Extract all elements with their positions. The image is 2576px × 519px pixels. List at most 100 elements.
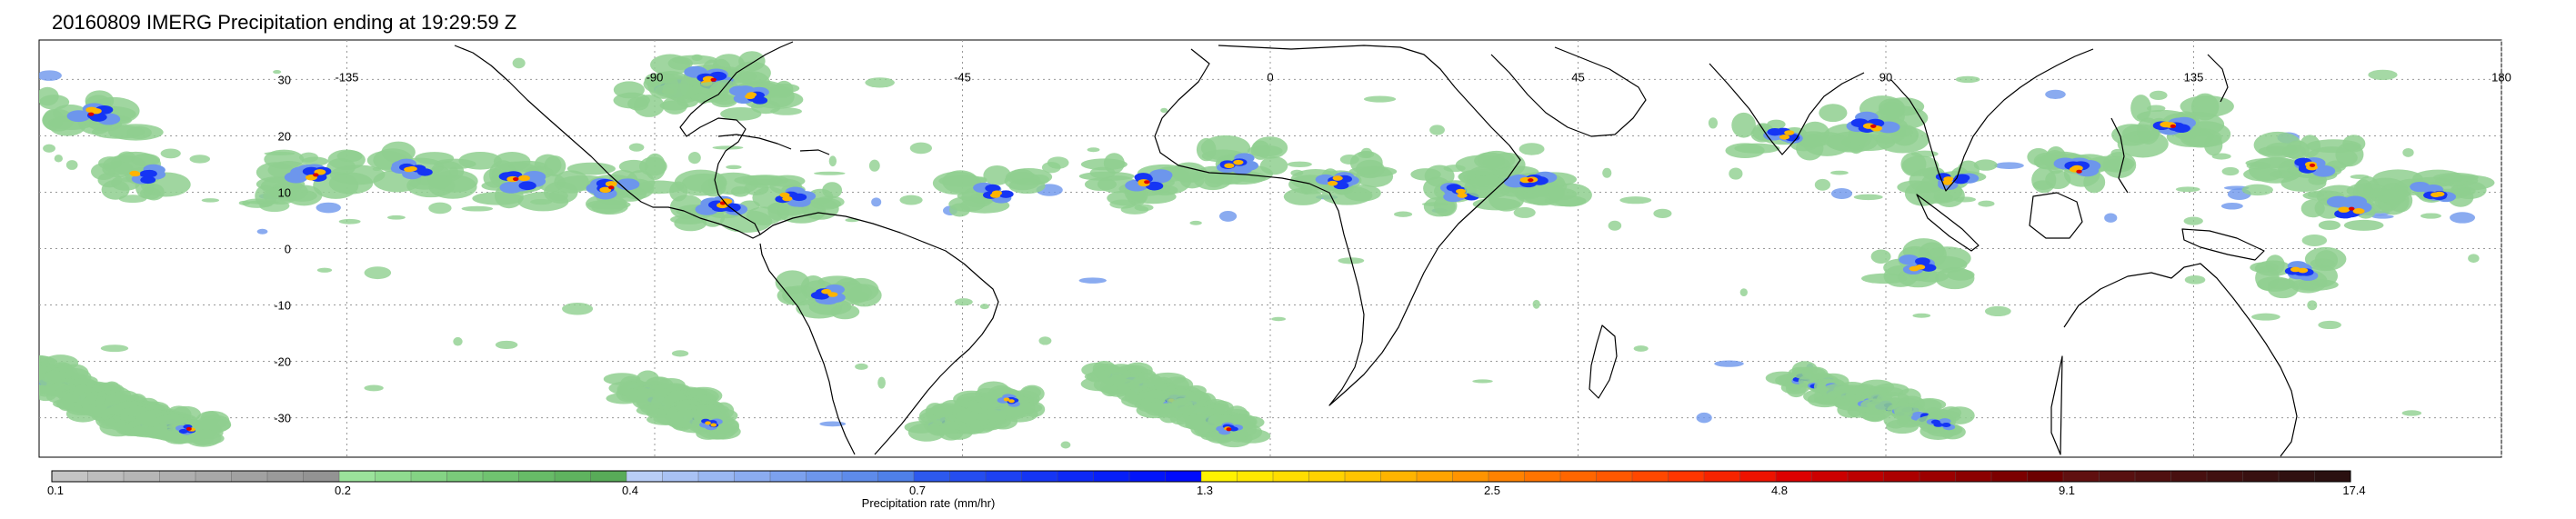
colorbar-swatch	[1308, 470, 1346, 483]
precip-speck	[1830, 188, 1853, 200]
precip-cell	[2250, 246, 2347, 299]
colorbar-swatch	[1631, 470, 1669, 483]
precip-speck	[845, 217, 859, 223]
lat-label: -30	[274, 412, 291, 425]
colorbar-swatch	[697, 470, 735, 483]
precip-speck	[2175, 186, 2200, 193]
precip-speck	[712, 145, 744, 150]
precip-cell	[775, 270, 882, 320]
precip-cell	[1455, 150, 1592, 212]
colorbar-swatch	[769, 470, 807, 483]
colorbar-swatch	[51, 470, 88, 483]
precip-cell	[1200, 413, 1271, 448]
precip-cell	[692, 71, 804, 121]
precip-speck	[1287, 161, 1312, 167]
precip-cell	[554, 153, 685, 215]
precip-speck	[2307, 300, 2318, 311]
precip-speck	[1189, 220, 1202, 225]
precip-speck	[1853, 194, 1883, 201]
precip-cell	[1192, 135, 1288, 191]
precip-speck	[1060, 441, 1071, 449]
colorbar-swatch	[1021, 470, 1058, 483]
precip-speck	[1608, 220, 1622, 231]
precip-speck	[338, 218, 361, 225]
colorbar-swatch	[2206, 470, 2243, 483]
colorbar-tick-label: 4.8	[1771, 484, 1788, 497]
colorbar-swatch	[1919, 470, 1956, 483]
coastline-africa	[1154, 45, 1521, 406]
precip-speck	[1087, 147, 1100, 153]
colorbar-tick-label: 17.4	[2342, 484, 2365, 497]
colorbar-swatch	[1739, 470, 1777, 483]
precip-cell	[932, 165, 1053, 217]
precip-cell	[1078, 153, 1208, 206]
precip-speck	[2241, 184, 2273, 196]
colorbar-swatch	[2134, 470, 2171, 483]
precip-speck	[461, 205, 494, 212]
precip-speck	[868, 159, 880, 172]
colorbar-swatch	[195, 470, 232, 483]
colorbar-swatch	[1955, 470, 1992, 483]
precip-speck	[2468, 254, 2480, 264]
colorbar-tick-label: 0.2	[335, 484, 351, 497]
colorbar-swatch	[1200, 470, 1238, 483]
lon-label: 180	[2491, 70, 2511, 84]
colorbar-swatch	[2170, 470, 2208, 483]
precip-cell	[734, 175, 843, 225]
precip-speck	[1696, 412, 1712, 424]
precip-speck	[1519, 143, 1545, 155]
precip-cell	[2243, 131, 2366, 192]
colorbar-frame	[51, 470, 2351, 483]
precip-speck	[979, 304, 989, 310]
precip-cell	[647, 51, 771, 105]
precip-speck	[954, 298, 973, 306]
colorbar: 0.10.20.40.71.32.54.89.117.433.163.1120.…	[47, 470, 2366, 510]
lon-label: -90	[647, 70, 664, 84]
precip-speck	[256, 228, 268, 235]
precip-speck	[39, 70, 62, 81]
colorbar-swatch	[231, 470, 268, 483]
precip-speck	[1038, 336, 1052, 345]
precip-cell	[91, 151, 191, 201]
precip-speck	[828, 155, 837, 167]
colorbar-swatch	[949, 470, 987, 483]
colorbar-tick-label: 0.4	[622, 484, 638, 497]
colorbar-swatch	[913, 470, 950, 483]
precip-cell	[255, 149, 386, 207]
precip-speck	[1653, 208, 1672, 219]
lon-label: 135	[2184, 70, 2204, 84]
lon-label: 45	[1571, 70, 1584, 84]
colorbar-swatch	[1847, 470, 1884, 483]
colorbar-swatch	[123, 470, 160, 483]
colorbar-swatch	[410, 470, 447, 483]
precip-speck	[100, 344, 129, 353]
colorbar-swatch	[446, 470, 484, 483]
colorbar-swatch	[877, 470, 915, 483]
colorbar-swatch	[2027, 470, 2064, 483]
lon-label: 90	[1879, 70, 1892, 84]
precip-speck	[855, 363, 868, 370]
coastline-borneo	[2029, 192, 2083, 239]
precipitation-layer	[39, 51, 2495, 449]
precip-speck	[316, 202, 341, 214]
precip-speck	[1513, 206, 1536, 218]
coastline-sumatra	[1916, 194, 1980, 252]
coastline-south-america	[759, 212, 999, 455]
lat-label: -20	[274, 355, 291, 369]
precip-speck	[1708, 117, 1719, 129]
precip-speck	[189, 155, 211, 164]
colorbar-tick-label: 1.3	[1197, 484, 1213, 497]
colorbar-swatch	[1990, 470, 2028, 483]
colorbar-swatch	[2242, 470, 2280, 483]
colorbar-swatch	[518, 470, 556, 483]
coastline-philippines	[2110, 117, 2129, 194]
precip-speck	[877, 376, 886, 389]
precip-speck	[1271, 316, 1287, 322]
colorbar-swatch	[1057, 470, 1094, 483]
colorbar-swatch	[626, 470, 663, 483]
colorbar-swatch	[1452, 470, 1489, 483]
colorbar-swatch	[1128, 470, 1166, 483]
precip-cell	[975, 381, 1046, 421]
precip-speck	[2149, 90, 2168, 101]
colorbar-swatch	[375, 470, 412, 483]
